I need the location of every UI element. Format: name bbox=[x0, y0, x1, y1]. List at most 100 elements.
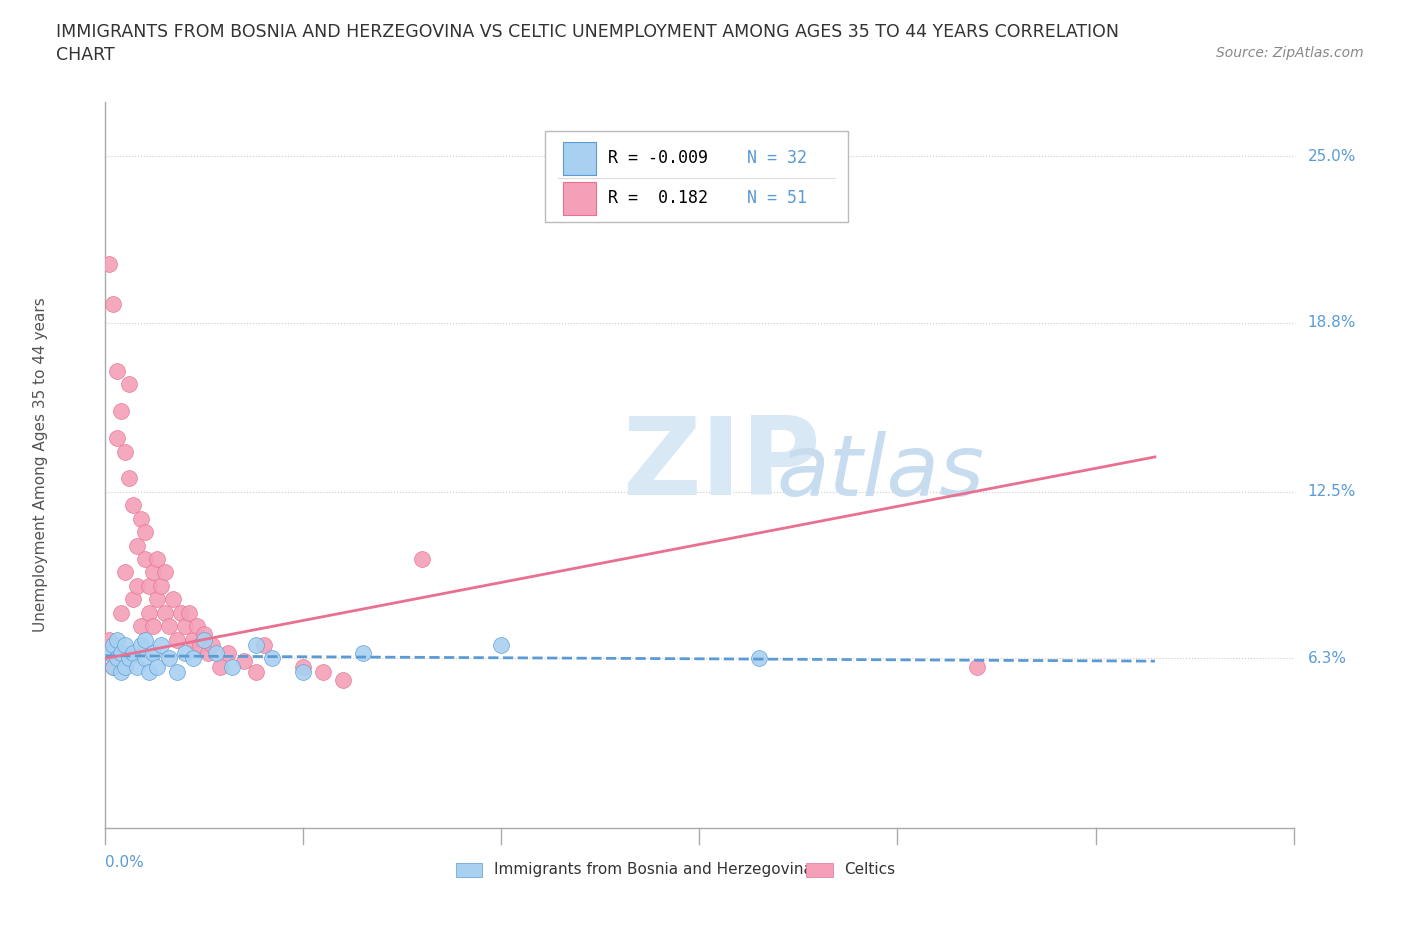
Point bbox=[122, 645, 145, 660]
Point bbox=[105, 632, 128, 647]
Point bbox=[157, 618, 180, 633]
FancyBboxPatch shape bbox=[456, 862, 482, 877]
Point bbox=[217, 645, 239, 660]
Point bbox=[114, 445, 136, 459]
Point bbox=[142, 618, 165, 633]
Text: CHART: CHART bbox=[56, 46, 115, 64]
Point bbox=[142, 645, 165, 660]
Point bbox=[122, 498, 145, 512]
Point bbox=[114, 565, 136, 580]
FancyBboxPatch shape bbox=[562, 142, 596, 175]
Point bbox=[98, 632, 121, 647]
Point bbox=[193, 632, 215, 647]
Point bbox=[221, 659, 243, 674]
Point bbox=[134, 551, 156, 566]
Point bbox=[153, 605, 176, 620]
Point bbox=[129, 638, 152, 653]
Point bbox=[149, 578, 172, 593]
Point bbox=[110, 605, 132, 620]
Point bbox=[110, 664, 132, 679]
Point bbox=[134, 651, 156, 666]
Point bbox=[292, 659, 315, 674]
Text: R =  0.182: R = 0.182 bbox=[607, 190, 709, 207]
Point bbox=[105, 431, 128, 445]
Text: Celtics: Celtics bbox=[845, 862, 896, 877]
Point bbox=[177, 605, 200, 620]
Point bbox=[181, 632, 204, 647]
Point bbox=[173, 645, 195, 660]
Point bbox=[105, 364, 128, 379]
Point bbox=[103, 659, 125, 674]
Point bbox=[103, 638, 125, 653]
Point bbox=[129, 512, 152, 526]
Point bbox=[260, 651, 283, 666]
Point bbox=[134, 632, 156, 647]
Point bbox=[166, 664, 188, 679]
Point bbox=[491, 638, 513, 653]
Point bbox=[114, 659, 136, 674]
Text: 0.0%: 0.0% bbox=[105, 856, 145, 870]
Point bbox=[103, 659, 125, 674]
FancyBboxPatch shape bbox=[562, 182, 596, 215]
Text: IMMIGRANTS FROM BOSNIA AND HERZEGOVINA VS CELTIC UNEMPLOYMENT AMONG AGES 35 TO 4: IMMIGRANTS FROM BOSNIA AND HERZEGOVINA V… bbox=[56, 23, 1119, 41]
Point bbox=[312, 664, 335, 679]
Point bbox=[146, 591, 169, 606]
Point bbox=[201, 638, 224, 653]
Point bbox=[127, 578, 149, 593]
Point bbox=[98, 256, 121, 271]
Text: Source: ZipAtlas.com: Source: ZipAtlas.com bbox=[1216, 46, 1364, 60]
Point bbox=[332, 672, 354, 687]
Text: Immigrants from Bosnia and Herzegovina: Immigrants from Bosnia and Herzegovina bbox=[494, 862, 813, 877]
Point bbox=[153, 565, 176, 580]
Point bbox=[122, 591, 145, 606]
Text: 12.5%: 12.5% bbox=[1308, 485, 1357, 499]
Point bbox=[134, 525, 156, 539]
Text: atlas: atlas bbox=[776, 431, 984, 513]
Point bbox=[146, 551, 169, 566]
Text: 6.3%: 6.3% bbox=[1308, 651, 1347, 666]
Point bbox=[197, 645, 219, 660]
Point bbox=[127, 659, 149, 674]
Point bbox=[209, 659, 232, 674]
Point bbox=[292, 664, 315, 679]
Point bbox=[118, 651, 141, 666]
Point bbox=[233, 654, 256, 669]
Point bbox=[190, 638, 212, 653]
Point bbox=[966, 659, 988, 674]
Point bbox=[142, 565, 165, 580]
FancyBboxPatch shape bbox=[807, 862, 832, 877]
Point bbox=[245, 664, 267, 679]
Point bbox=[138, 664, 160, 679]
Point bbox=[114, 638, 136, 653]
Point bbox=[138, 605, 160, 620]
Text: Unemployment Among Ages 35 to 44 years: Unemployment Among Ages 35 to 44 years bbox=[32, 298, 48, 632]
Point bbox=[110, 404, 132, 418]
FancyBboxPatch shape bbox=[546, 131, 848, 222]
Point bbox=[186, 618, 208, 633]
Point bbox=[127, 538, 149, 553]
Point bbox=[157, 651, 180, 666]
Point bbox=[129, 618, 152, 633]
Point bbox=[193, 627, 215, 642]
Point bbox=[105, 651, 128, 666]
Text: N = 51: N = 51 bbox=[747, 190, 807, 207]
Point bbox=[118, 471, 141, 485]
Point bbox=[138, 578, 160, 593]
Point bbox=[98, 645, 121, 660]
Point bbox=[118, 377, 141, 392]
Point bbox=[411, 551, 433, 566]
Text: R = -0.009: R = -0.009 bbox=[607, 150, 709, 167]
Point bbox=[170, 605, 193, 620]
Point bbox=[253, 638, 276, 653]
Point bbox=[162, 591, 184, 606]
Text: ZIP: ZIP bbox=[623, 412, 821, 518]
Text: N = 32: N = 32 bbox=[747, 150, 807, 167]
Point bbox=[103, 297, 125, 312]
Text: 25.0%: 25.0% bbox=[1308, 149, 1357, 164]
Point bbox=[205, 645, 228, 660]
Point bbox=[748, 651, 770, 666]
Point bbox=[149, 638, 172, 653]
Point bbox=[352, 645, 374, 660]
Point bbox=[173, 618, 195, 633]
Point bbox=[181, 651, 204, 666]
